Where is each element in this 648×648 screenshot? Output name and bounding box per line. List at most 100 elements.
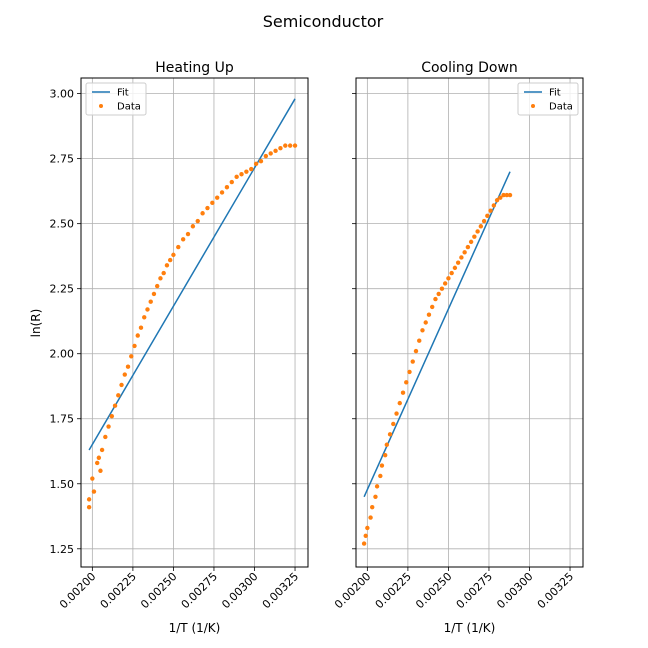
y-axis-label: ln(R) [29,309,43,338]
data-point [465,244,471,250]
legend-data-swatch [99,104,103,108]
data-point [129,354,134,359]
data-point [99,447,105,453]
data-point [215,195,220,200]
data-point [135,333,140,338]
data-point [363,533,368,538]
data-point [283,143,288,148]
data-point [394,411,399,416]
data-point [119,382,124,388]
data-point [268,151,273,156]
data-point [122,372,127,377]
data-point [176,244,181,250]
figure-suptitle: Semiconductor [263,12,384,31]
data-point [374,484,380,489]
legend-fit-label: Fit [117,88,129,99]
data-point [142,315,147,320]
data-point [378,473,383,479]
data-point [468,239,474,245]
axes-frame [80,77,309,568]
data-point [433,296,438,302]
data-point [219,190,225,195]
y-tick-label: 2.25 [50,283,75,296]
data-point [485,213,490,219]
data-point [501,192,506,198]
data-point [504,192,509,198]
data-point [420,328,425,333]
data-point [161,270,166,276]
data-point [462,250,467,255]
data-point [442,281,448,286]
data-point [373,494,378,499]
y-tick-label: 2.75 [50,153,75,166]
data-point [253,161,259,167]
data-point [185,231,191,237]
data-point [423,320,428,325]
data-point [91,489,97,494]
data-point [452,265,458,271]
data-point [132,343,137,349]
data-point [404,380,409,385]
data-point [491,203,497,208]
legend: Fit Data [85,82,147,116]
data-point [379,463,385,468]
data-point [86,497,92,502]
data-point [430,304,435,310]
data-point [391,421,396,427]
data-point [475,229,480,234]
data-point [370,504,375,510]
data-point [90,476,95,481]
data-point [249,166,254,172]
data-point [413,348,419,354]
legend: Fit Data [517,82,579,116]
data-point [455,260,461,265]
data-point [171,252,176,258]
data-point [164,263,170,268]
data-point [145,307,150,312]
data-point [180,237,186,242]
legend-data-swatch [531,104,535,108]
data-point [96,455,102,460]
data-point [86,504,92,510]
data-point [200,211,205,216]
data-point [151,291,157,297]
y-tick-label: 1.75 [50,413,75,426]
data-point [472,234,477,239]
data-point [195,218,200,224]
data-point [116,393,121,398]
data-point [439,286,445,291]
data-point [112,403,118,408]
y-tick-label: 2.00 [50,348,75,361]
legend-data-label: Data [549,102,573,113]
data-point [205,205,210,211]
data-point [148,299,153,304]
data-point [494,198,500,203]
data-point [478,224,484,229]
data-point [287,143,293,148]
data-point [109,413,115,419]
data-point [446,276,451,281]
y-tick-label: 3.00 [50,88,75,101]
data-point [224,185,230,190]
axes-frame [355,77,584,568]
data-point [498,195,503,200]
data-point [158,276,163,281]
data-point [258,159,264,164]
data-point [397,400,402,406]
plot-area [356,78,583,567]
data-point [273,148,278,154]
data-point [190,224,196,229]
x-axis-label: 1/T (1/K) [169,621,221,635]
data-point [98,468,103,473]
chart-title: Cooling Down [421,60,518,76]
data-point [507,192,513,198]
data-point [234,174,239,180]
data-point [436,291,441,297]
data-point [365,525,370,531]
x-axis-label: 1/T (1/K) [444,621,496,635]
data-point [368,515,373,520]
data-point [292,143,298,148]
data-point [417,338,422,343]
y-tick-label: 2.50 [50,218,75,231]
